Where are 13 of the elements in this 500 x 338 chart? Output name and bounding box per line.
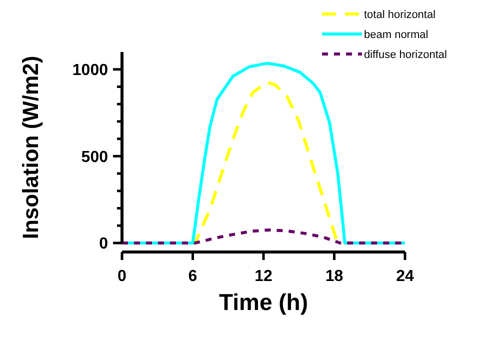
x-tick-label: 6 [188, 268, 198, 285]
legend-label: diffuse horizontal [364, 48, 447, 61]
x-tick-label: 12 [254, 268, 272, 285]
x-axis-title: Time (h) [218, 289, 308, 315]
y-tick-label: 500 [81, 148, 108, 166]
y-tick-label: 1000 [72, 62, 108, 79]
x-tick-label: 0 [118, 268, 127, 285]
y-tick-label: 0 [99, 236, 108, 253]
x-tick-label: 24 [396, 268, 414, 285]
legend-label: beam normal [364, 28, 428, 41]
x-tick-label: 18 [325, 268, 344, 285]
legend-label: total horizontal [364, 8, 436, 21]
y-axis-title: Insolation (W/m2) [18, 56, 43, 240]
